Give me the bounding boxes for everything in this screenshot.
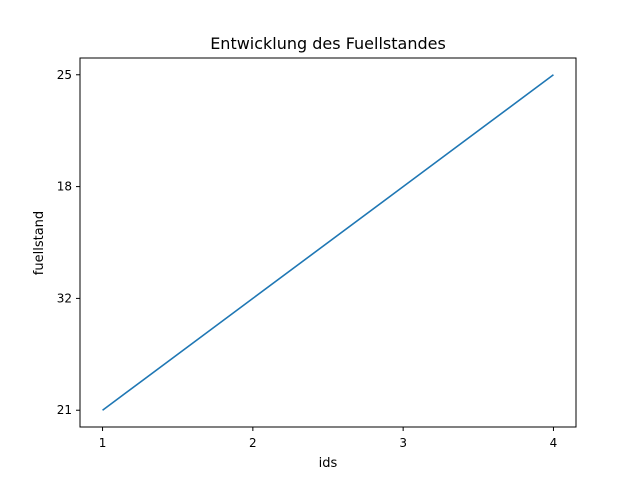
y-axis-label: fuellstand — [32, 211, 47, 275]
series-layer — [102, 74, 554, 411]
y-tick-label: 25 — [57, 68, 72, 82]
x-tick-label: 4 — [550, 436, 558, 450]
x-axis-ticks: 1 2 3 4 — [99, 427, 558, 450]
series-line — [102, 74, 554, 411]
y-tick-label: 21 — [57, 403, 72, 417]
x-tick-label: 3 — [399, 436, 407, 450]
plot-frame — [79, 57, 577, 428]
y-tick-label: 18 — [57, 180, 72, 194]
x-tick-label: 2 — [249, 436, 257, 450]
x-tick-label: 1 — [99, 436, 107, 450]
y-tick-label: 32 — [57, 291, 72, 305]
x-axis-label: ids — [319, 456, 338, 471]
chart-title: Entwicklung des Fuellstandes — [210, 34, 446, 53]
y-axis-ticks: 21 32 18 25 — [57, 68, 80, 417]
